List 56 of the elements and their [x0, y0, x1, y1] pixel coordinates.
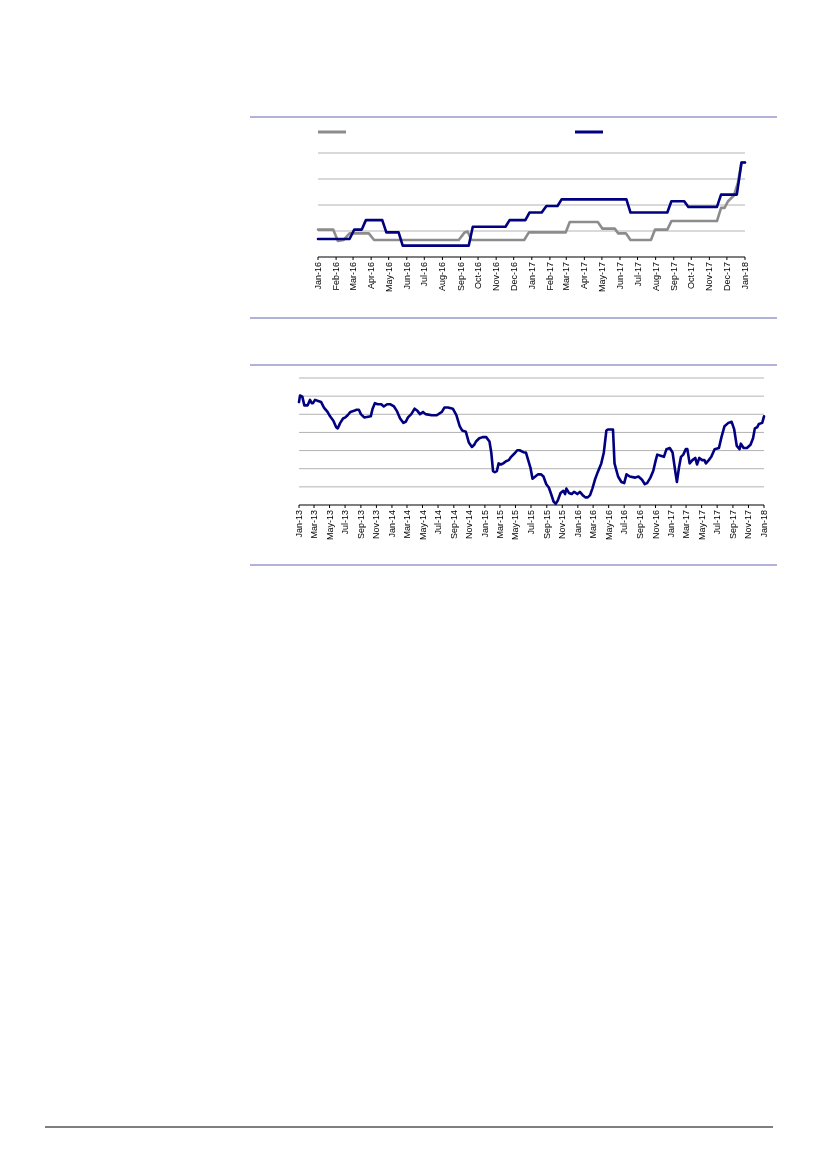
x-tick-label: Jan-15 [479, 510, 490, 538]
x-tick-label: Mar-14 [401, 510, 412, 539]
x-tick-label: Mar-13 [309, 510, 320, 539]
x-tick-label: Jan-16 [313, 262, 323, 290]
x-tick-label: Jul-14 [433, 510, 444, 535]
x-tick-label: May-16 [603, 510, 614, 541]
x-tick-label: Nov-16 [650, 510, 661, 540]
x-tick-label: Sep-13 [355, 510, 366, 540]
x-tick-label: Nov-15 [557, 510, 568, 540]
x-tick-label: Sep-16 [455, 262, 466, 292]
x-tick-label: Mar-16 [588, 510, 599, 539]
x-tick-label: Jan-17 [666, 510, 677, 538]
x-tick-label: Apr-17 [579, 262, 590, 290]
x-tick-label: Jul-15 [525, 510, 536, 535]
x-tick-label: Jan-16 [572, 510, 583, 538]
x-tick-label: Dec-17 [721, 262, 732, 292]
x-tick-label: Jun-17 [615, 262, 625, 290]
x-tick-label: Jul-13 [340, 510, 351, 535]
x-tick-label: Nov-16 [491, 262, 502, 292]
x-tick-label: Nov-17 [743, 510, 754, 540]
x-tick-label: May-16 [383, 262, 394, 293]
x-tick-label: Jul-16 [419, 262, 430, 287]
x-tick-label: Jan-14 [386, 510, 397, 538]
x-tick-label: Jul-17 [712, 510, 723, 535]
x-tick-label: Jan-18 [740, 262, 750, 290]
x-tick-label: Aug-16 [437, 262, 448, 292]
x-tick-label: Feb-17 [544, 262, 555, 291]
x-tick-label: May-14 [417, 510, 428, 541]
x-tick-label: Mar-15 [494, 510, 505, 539]
x-tick-label: Oct-16 [473, 262, 484, 290]
x-tick-label: Oct-17 [686, 262, 697, 290]
x-tick-label: Dec-16 [508, 262, 519, 292]
x-tick-label: Apr-16 [366, 262, 377, 290]
x-tick-label: Jan-18 [759, 510, 769, 538]
x-tick-label: May-17 [596, 262, 607, 293]
x-tick-label: Jan-17 [526, 262, 537, 290]
x-tick-label: Mar-17 [561, 262, 572, 291]
x-tick-label: May-17 [696, 510, 707, 541]
x-tick-label: Aug-17 [650, 262, 661, 292]
x-tick-label: Mar-16 [348, 262, 359, 291]
x-tick-label: Feb-16 [331, 262, 342, 291]
x-tick-label: Jul-17 [632, 262, 643, 287]
x-tick-label: Jun-16 [401, 262, 412, 290]
x-tick-label: Sep-14 [448, 510, 459, 540]
x-tick-label: Nov-14 [464, 510, 475, 540]
x-tick-label: Sep-17 [668, 262, 679, 292]
x-tick-label: Sep-15 [541, 510, 552, 540]
x-tick-label: Mar-17 [681, 510, 692, 539]
x-tick-label: Jan-13 [294, 510, 304, 538]
x-tick-label: Jul-16 [619, 510, 630, 535]
x-tick-label: Nov-13 [371, 510, 382, 540]
x-tick-label: May-15 [510, 510, 521, 541]
x-tick-label: Sep-16 [634, 510, 645, 540]
x-tick-label: Nov-17 [704, 262, 715, 292]
x-tick-label: May-13 [324, 510, 335, 541]
x-tick-label: Sep-17 [727, 510, 738, 540]
